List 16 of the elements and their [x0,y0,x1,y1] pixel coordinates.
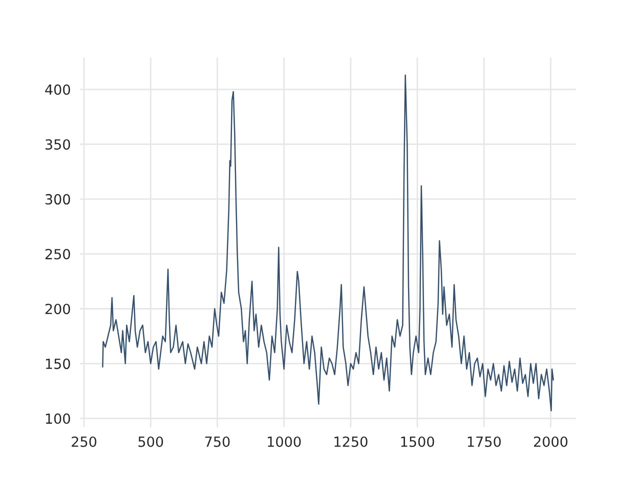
y-tick-label: 400 [45,84,70,95]
x-tick-label: 1000 [268,436,301,447]
x-tick-label: 1750 [468,436,501,447]
x-tick-label: 2000 [534,436,568,447]
x-tick-label: 1500 [401,436,434,447]
line-series [102,74,554,412]
y-tick-label: 250 [45,248,70,260]
y-tick-label: 300 [46,194,70,205]
y-tick-label: 150 [46,358,70,370]
x-tick-label: 250 [72,436,96,447]
x-tick-label: 750 [205,436,230,447]
x-tick-label: 1250 [334,436,368,447]
y-tick-label: 200 [45,304,70,314]
y-tick-label: 350 [46,139,70,150]
x-tick-label: 500 [138,436,163,447]
y-tick-label: 100 [46,413,70,424]
